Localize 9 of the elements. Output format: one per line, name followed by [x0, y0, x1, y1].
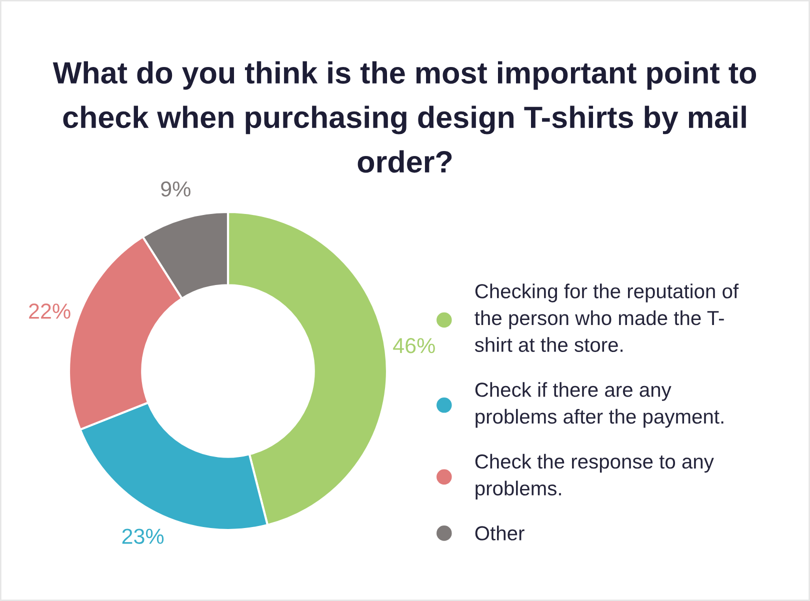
data-label: 23% — [122, 528, 164, 544]
data-label: 22% — [29, 304, 70, 319]
chart-title: What do you think is the most important point to check when purchasing design T-shirts by mail order? — [52, 61, 756, 173]
legend-label: Check if there are any problems after the payment. — [475, 382, 724, 428]
legend-label: Other — [475, 526, 524, 540]
legend-label: Checking for the reputation of the person who made the T- shirt at the store. — [474, 284, 739, 352]
data-label: 46% — [393, 338, 435, 354]
data-label: 9% — [161, 181, 190, 197]
legend-label: Check the response to any problems. — [475, 454, 714, 500]
